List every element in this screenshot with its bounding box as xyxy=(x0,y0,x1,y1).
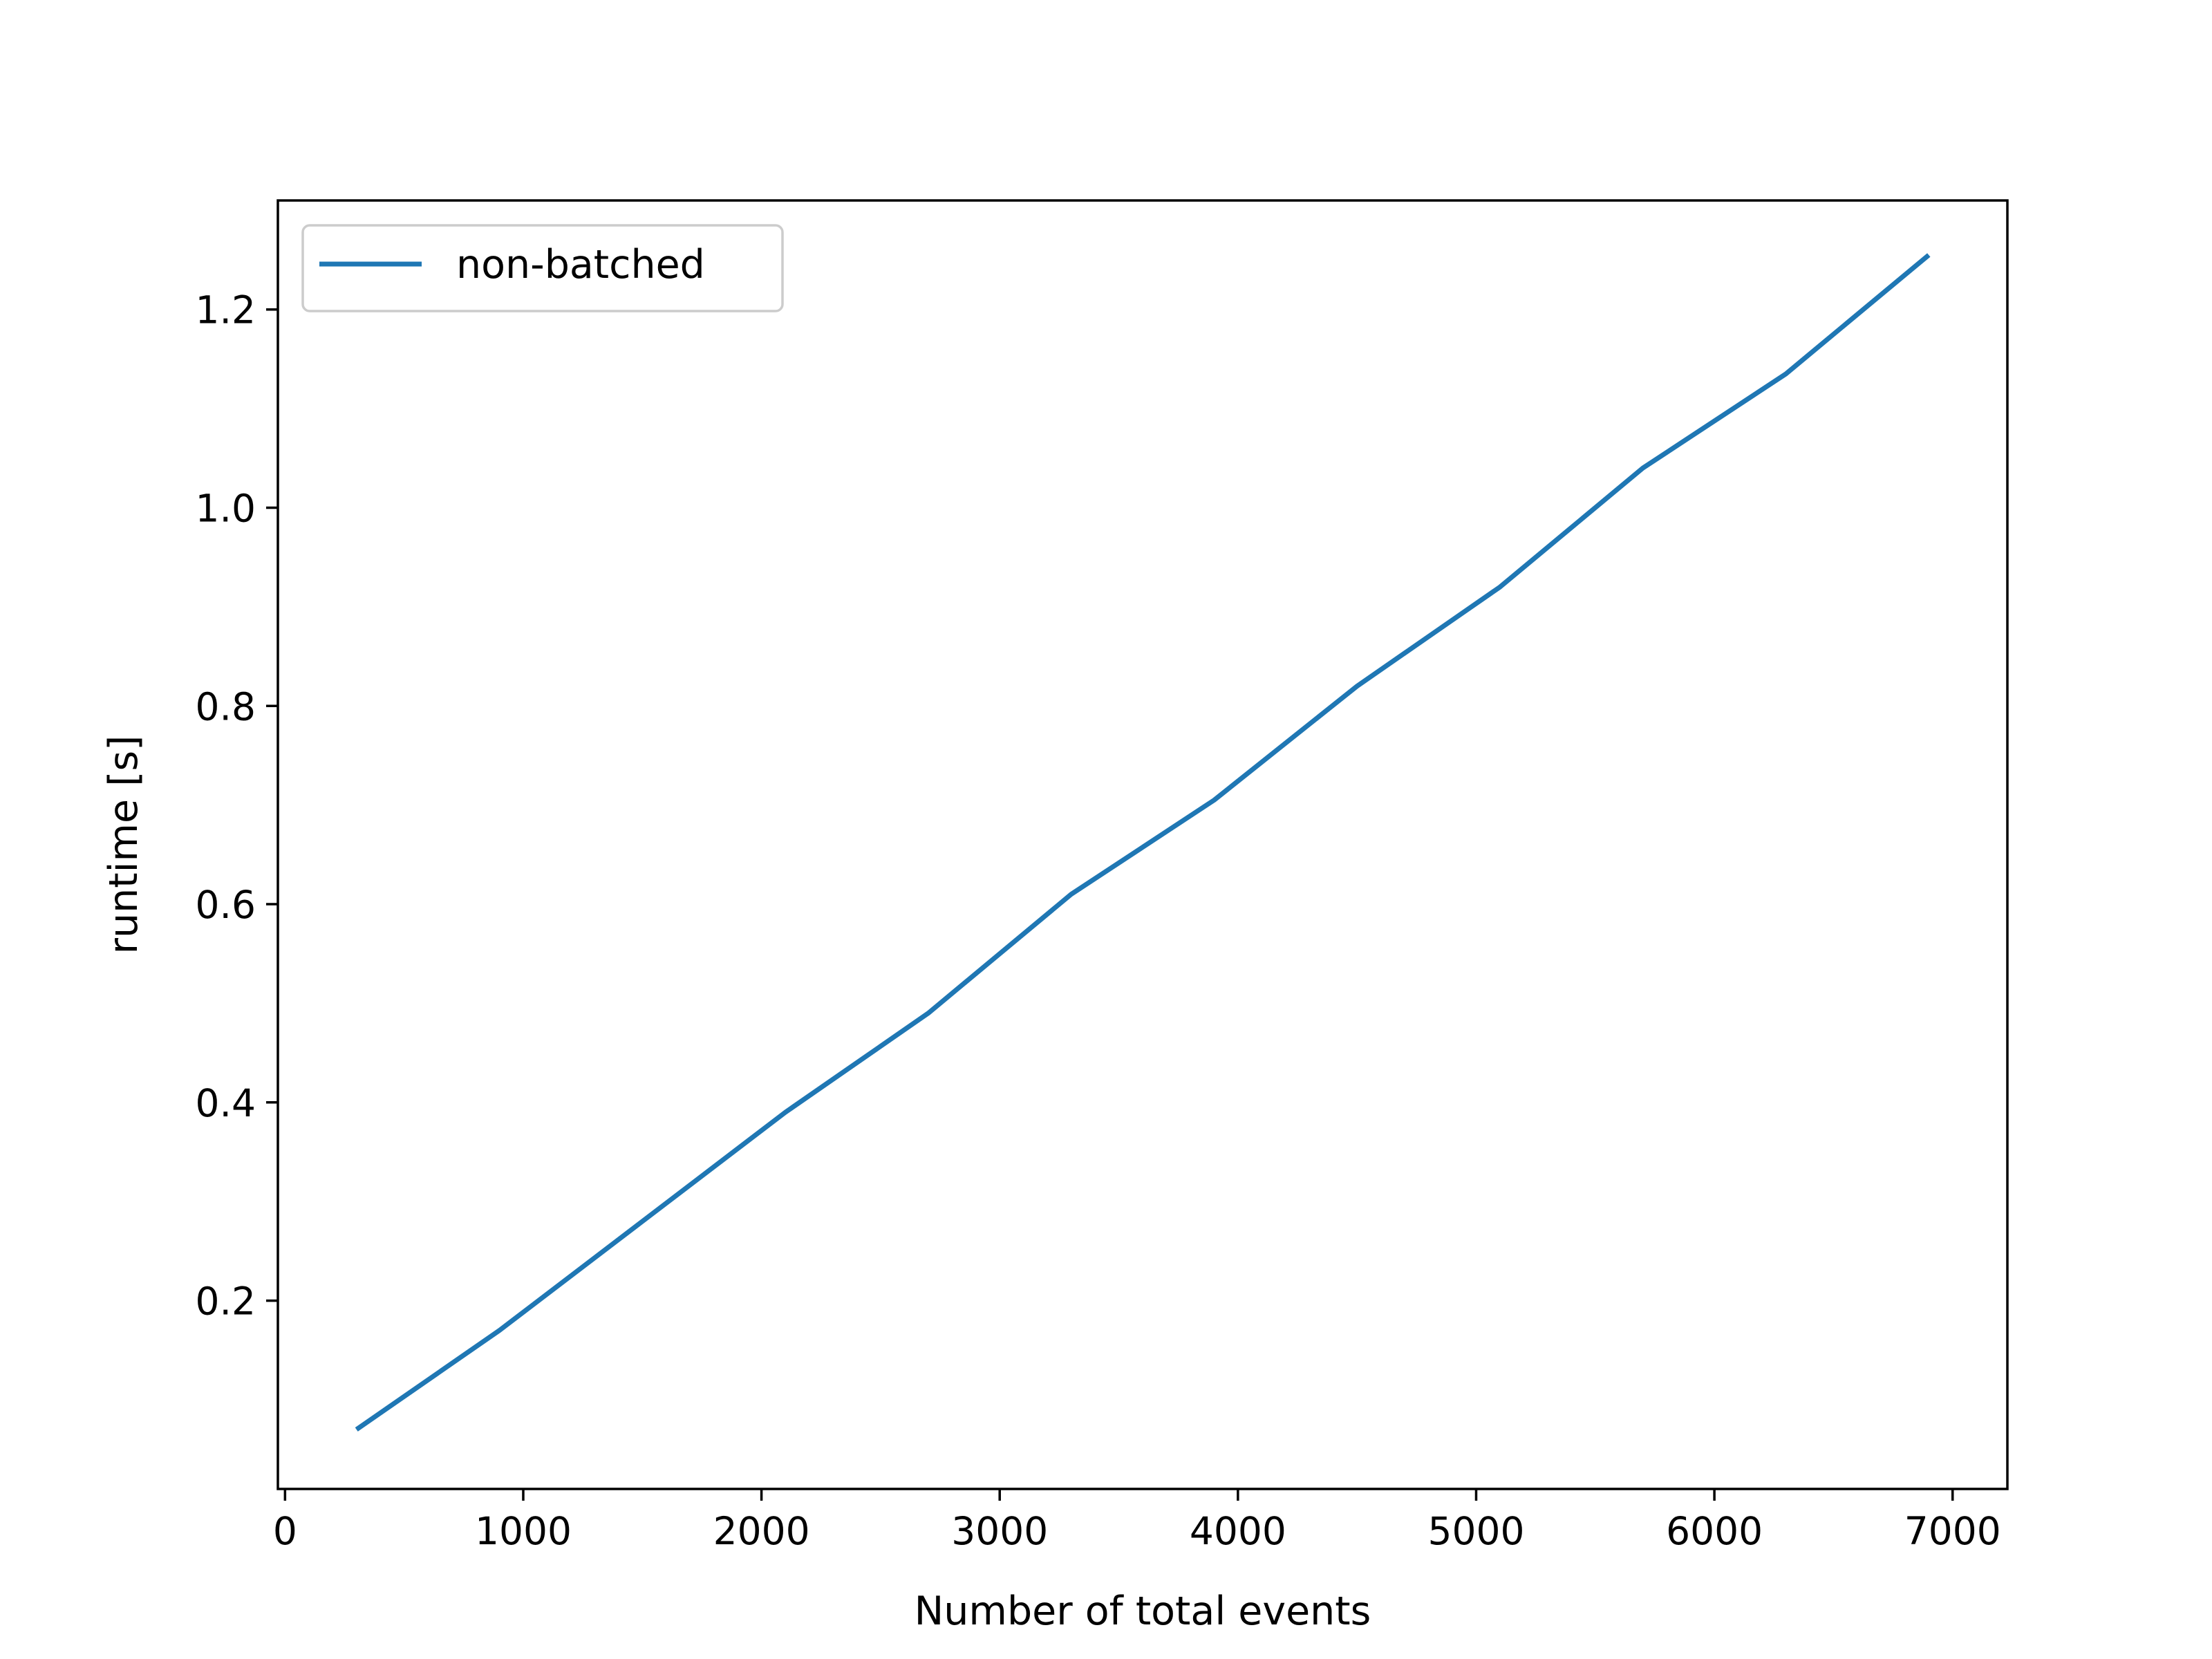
x-tick-label: 7000 xyxy=(1904,1509,2001,1553)
y-tick-label: 0.2 xyxy=(196,1280,256,1324)
y-tick-label: 0.6 xyxy=(196,883,256,927)
y-tick-label: 1.2 xyxy=(196,288,256,332)
y-tick-label: 0.8 xyxy=(196,684,256,729)
x-tick-label: 3000 xyxy=(951,1509,1048,1553)
legend-label-non-batched: non-batched xyxy=(456,242,705,288)
legend: non-batched xyxy=(301,224,784,312)
x-tick-label: 5000 xyxy=(1427,1509,1524,1553)
x-tick-label: 1000 xyxy=(475,1509,572,1553)
legend-box xyxy=(301,224,784,312)
y-axis-ticks: 0.2 0.4 0.6 0.8 1.0 1.2 xyxy=(196,288,278,1324)
x-tick-label: 4000 xyxy=(1190,1509,1286,1553)
y-tick-label: 1.0 xyxy=(196,486,256,530)
x-axis-label: Number of total events xyxy=(915,1588,1371,1634)
x-tick-label: 2000 xyxy=(713,1509,810,1553)
x-tick-label: 0 xyxy=(273,1509,297,1553)
x-tick-label: 6000 xyxy=(1666,1509,1763,1553)
y-tick-label: 0.4 xyxy=(196,1081,256,1125)
series-layer xyxy=(355,253,1931,1432)
y-axis-label: runtime [s] xyxy=(101,735,147,955)
plot-frame xyxy=(276,199,2009,1490)
x-axis-ticks: 0 1000 2000 3000 4000 5000 6000 7000 xyxy=(273,1489,2001,1553)
series-line-non-batched xyxy=(355,253,1931,1432)
